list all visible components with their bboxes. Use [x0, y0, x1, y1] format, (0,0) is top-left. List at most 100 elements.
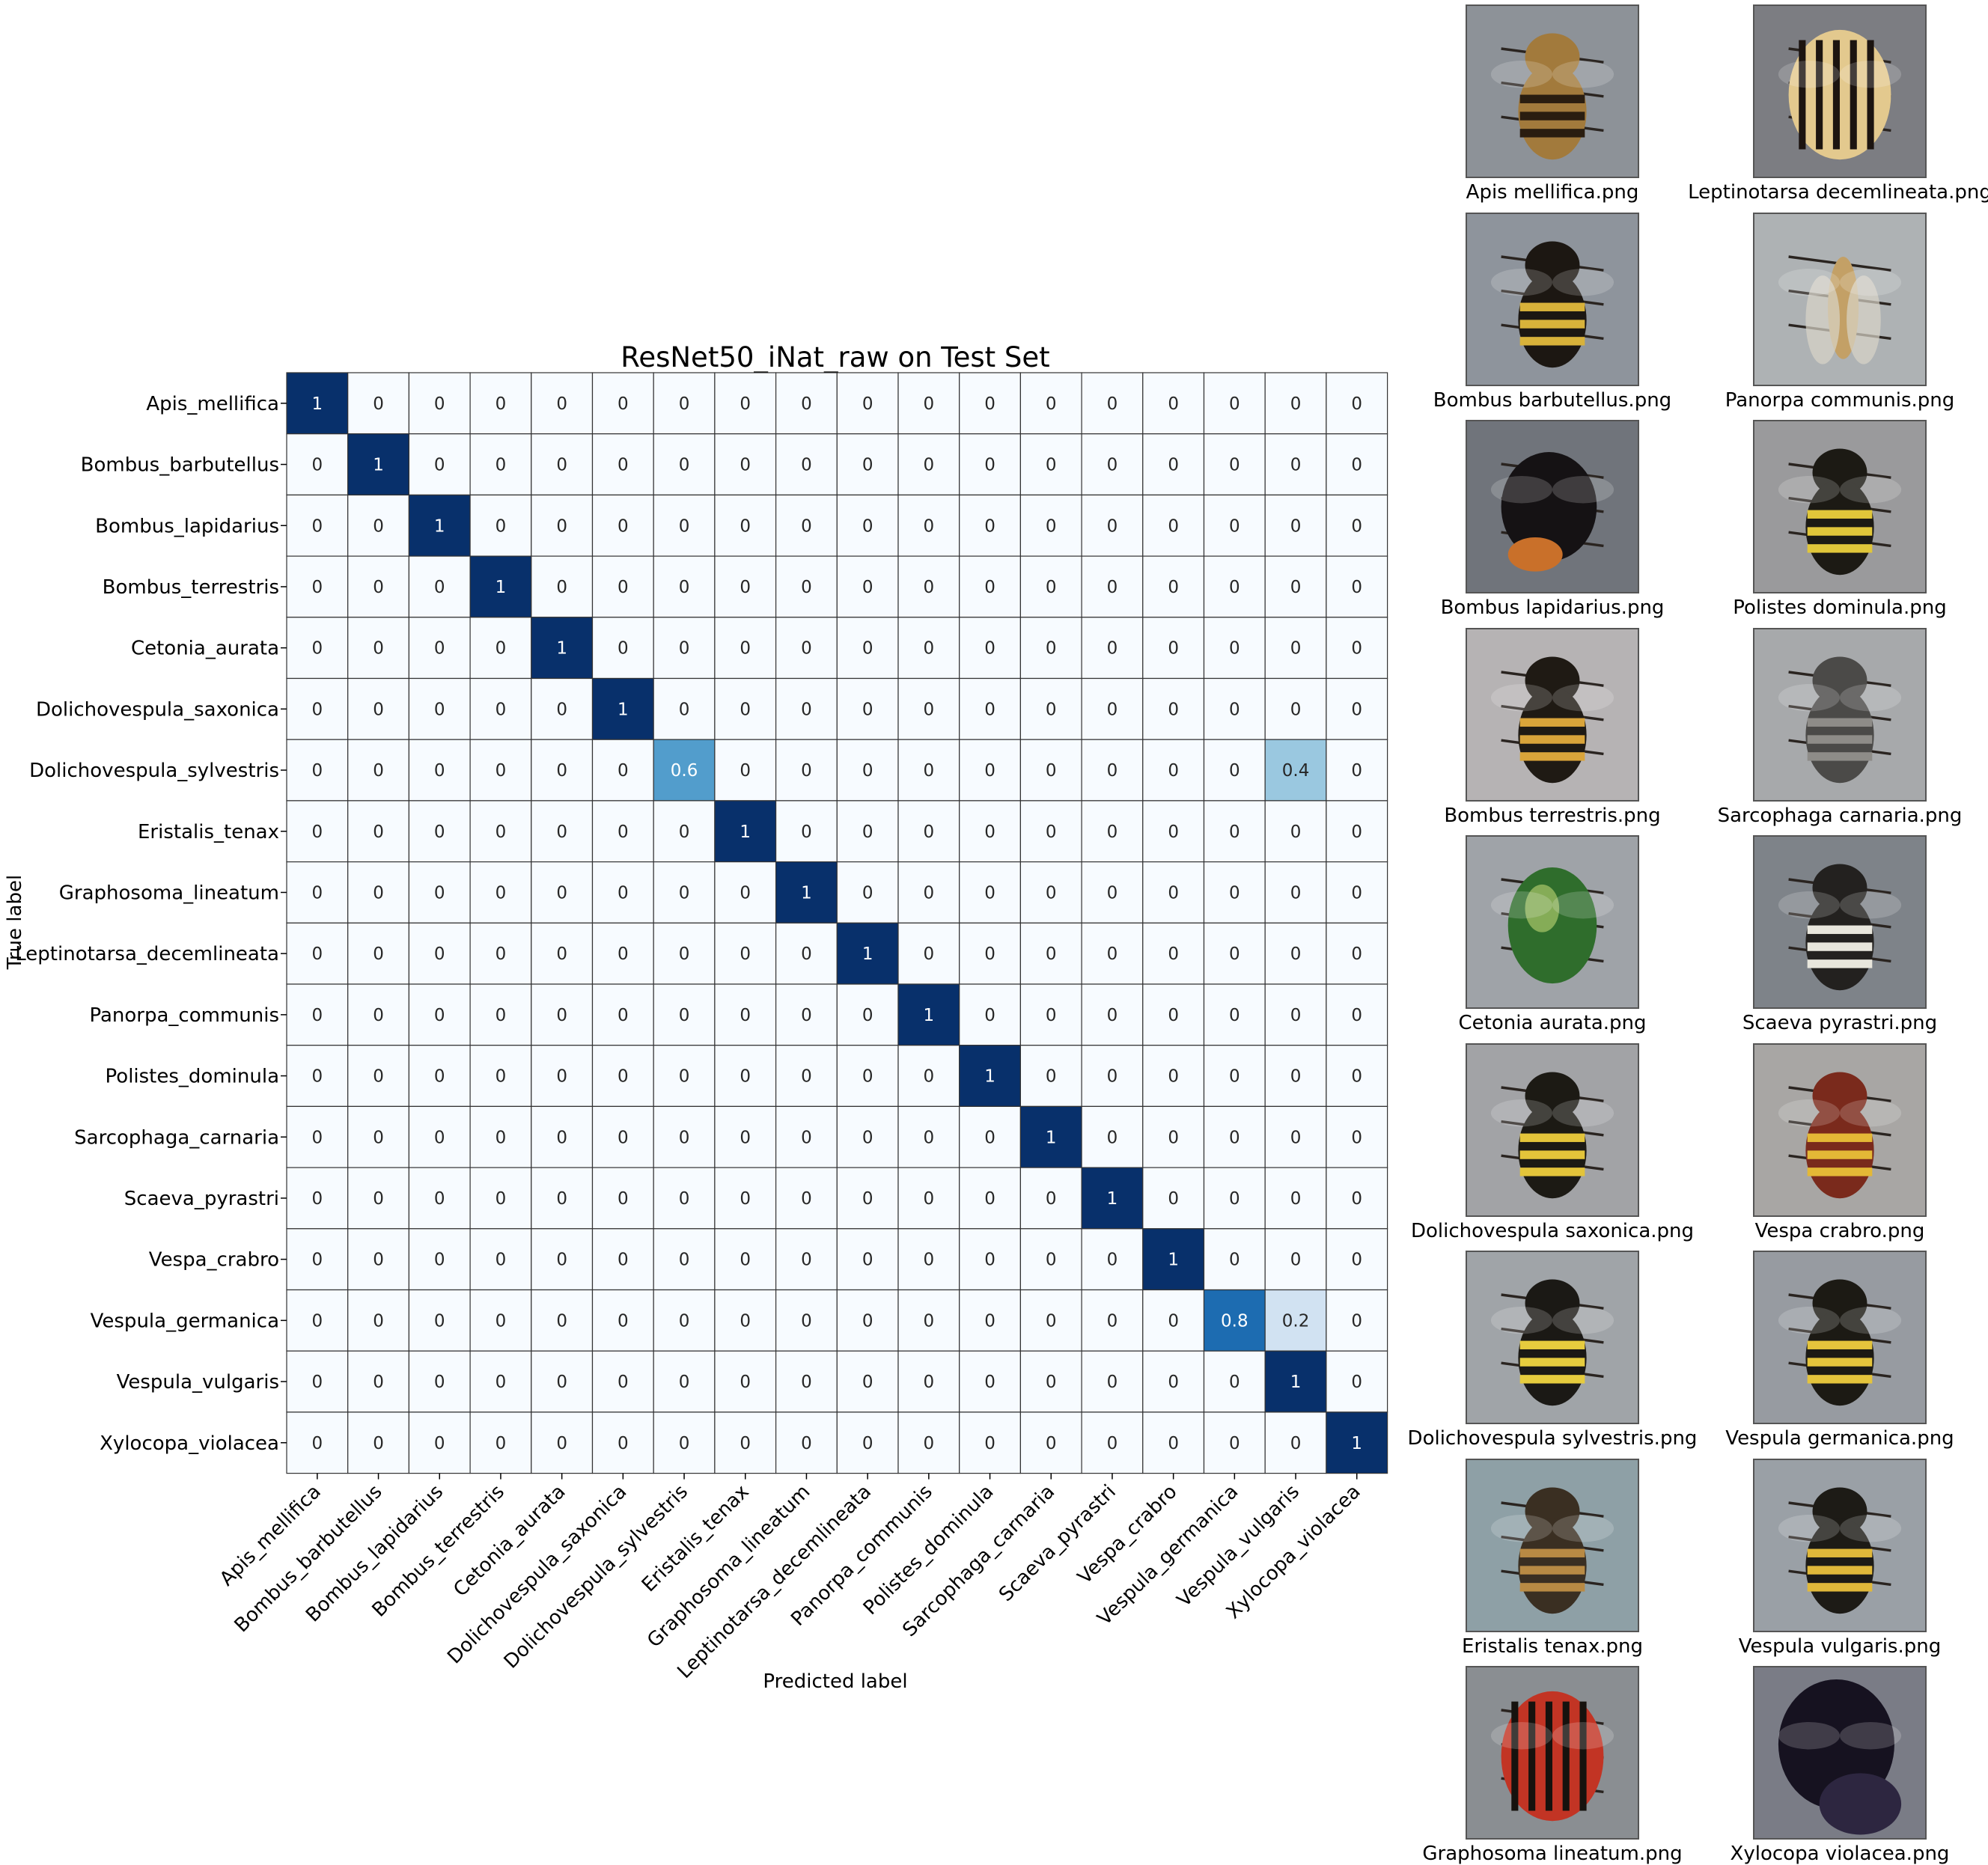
cell-value-label: 0 [862, 1373, 873, 1392]
heatmap-cell [653, 739, 716, 802]
cell-value-label: 0 [556, 1189, 567, 1209]
cell-value-label: 0 [862, 394, 873, 414]
cell-value-label: 0 [801, 1006, 812, 1025]
cell-value-label: 0 [1046, 394, 1057, 414]
heatmap-cell [408, 1411, 471, 1474]
heatmap-cell [1326, 1289, 1388, 1352]
heatmap-cell [897, 1411, 960, 1474]
heatmap-cell [1203, 800, 1266, 863]
heatmap-cell [836, 922, 899, 985]
cell-value-label: 0 [801, 1189, 812, 1209]
heatmap-cell [1326, 922, 1388, 985]
cell-value-label: 0 [862, 578, 873, 597]
cell-value-label: 0 [1229, 1189, 1240, 1209]
cell-value-label: 1 [924, 1006, 935, 1025]
heatmap-cell [286, 617, 349, 680]
cell-value-label: 0 [373, 1006, 384, 1025]
cell-value-label: 1 [434, 516, 445, 536]
cell-value-label: 0 [556, 1311, 567, 1331]
cell-value-label: 0 [618, 1067, 629, 1087]
heatmap-cell [408, 1105, 471, 1168]
heatmap-cell [1203, 1228, 1266, 1291]
cell-value-label: 0 [1351, 516, 1362, 536]
heatmap-cell [897, 1167, 960, 1230]
cell-value-label: 0 [312, 883, 323, 903]
heatmap-cell [1019, 1167, 1082, 1230]
heatmap-cell [347, 555, 410, 618]
cell-value-label: 0 [984, 1251, 995, 1270]
heatmap-cell [653, 677, 716, 740]
heatmap-cell [1142, 1167, 1205, 1230]
cell-value-label: 0 [1290, 1434, 1302, 1453]
cell-value-label: 0 [373, 516, 384, 536]
sample-caption: Eristalis tenax.png [1461, 1634, 1643, 1658]
heatmap-cell [1019, 1228, 1082, 1291]
cell-value-label: 0 [1107, 1373, 1118, 1392]
heatmap-cell [469, 922, 532, 985]
cell-value-label: 0 [618, 1006, 629, 1025]
heatmap-cell [531, 617, 594, 680]
heatmap-cell [347, 1105, 410, 1168]
cell-value-label: 0 [740, 1067, 751, 1087]
cell-value-label: 0 [496, 700, 507, 719]
heatmap-cell [714, 1411, 777, 1474]
heatmap-cell [591, 1045, 654, 1107]
cell-value-label: 0 [1290, 1006, 1302, 1025]
cell-value-label: 0 [312, 944, 323, 964]
cell-value-label: 0 [679, 639, 690, 659]
cell-value-label: 0 [1351, 1373, 1362, 1392]
cell-value-label: 0 [679, 1006, 690, 1025]
cell-value-label: 0 [984, 1128, 995, 1147]
heatmap-cell [591, 922, 654, 985]
cell-value-label: 0 [1046, 944, 1057, 964]
cell-value-label: 0 [1290, 639, 1302, 659]
heatmap-cell [408, 433, 471, 496]
cell-value-label: 0 [1351, 761, 1362, 781]
cell-value-label: 0 [1107, 1128, 1118, 1147]
cell-value-label: 0 [1168, 1006, 1179, 1025]
cell-value-label: 0 [373, 1251, 384, 1270]
carpenter-bee-photo [1753, 1666, 1927, 1840]
heatmap-cell [1326, 1045, 1388, 1107]
cell-value-label: 0 [1107, 394, 1118, 414]
cell-value-label: 0 [862, 516, 873, 536]
heatmap-cell [1142, 617, 1205, 680]
cell-value-label: 0 [556, 456, 567, 475]
cell-value-label: 1 [1046, 1128, 1057, 1147]
heatmap-cell [286, 1350, 349, 1413]
heatmap-cell [1081, 555, 1144, 618]
cell-value-label: 0 [924, 761, 935, 781]
cell-value-label: 0 [924, 639, 935, 659]
bumblebee-photo [1466, 212, 1639, 386]
heatmap-cell [775, 1105, 838, 1168]
cell-value-label: 0 [1107, 1311, 1118, 1331]
cell-value-label: 0 [862, 1251, 873, 1270]
heatmap-cell [286, 555, 349, 618]
heatmap-cell [591, 372, 654, 435]
y-tick-label: Bombus_lapidarius [95, 515, 279, 537]
cell-value-label: 0 [1229, 1373, 1240, 1392]
heatmap-cell [1142, 1411, 1205, 1474]
cell-value-label: 0 [312, 516, 323, 536]
cell-value-label: 0 [556, 1373, 567, 1392]
cell-value-label: 0 [1351, 1251, 1362, 1270]
sample-caption: Dolichovespula saxonica.png [1410, 1219, 1695, 1242]
cell-value-label: 0 [1168, 578, 1179, 597]
cell-value-label: 0 [618, 1128, 629, 1147]
cell-value-label: 0 [1351, 1189, 1362, 1209]
cell-value-label: 0 [618, 944, 629, 964]
cell-value-label: 0 [1290, 1189, 1302, 1209]
heatmap-cell [1019, 861, 1082, 924]
cell-value-label: 1 [373, 456, 384, 475]
heatmap-cell [1019, 677, 1082, 740]
heatmap-cell [591, 1167, 654, 1230]
cell-value-label: 0 [496, 1128, 507, 1147]
cell-value-label: 0 [1046, 1251, 1057, 1270]
cell-value-label: 1 [801, 883, 812, 903]
cell-value-label: 0 [1046, 700, 1057, 719]
cell-value-label: 0 [679, 822, 690, 842]
heatmap-cell [347, 861, 410, 924]
heatmap-cell [897, 922, 960, 985]
x-tick-labels: Apis_mellificaBombus_barbutellusBombus_l… [216, 1473, 1365, 1683]
cell-value-label: 0 [924, 1067, 935, 1087]
